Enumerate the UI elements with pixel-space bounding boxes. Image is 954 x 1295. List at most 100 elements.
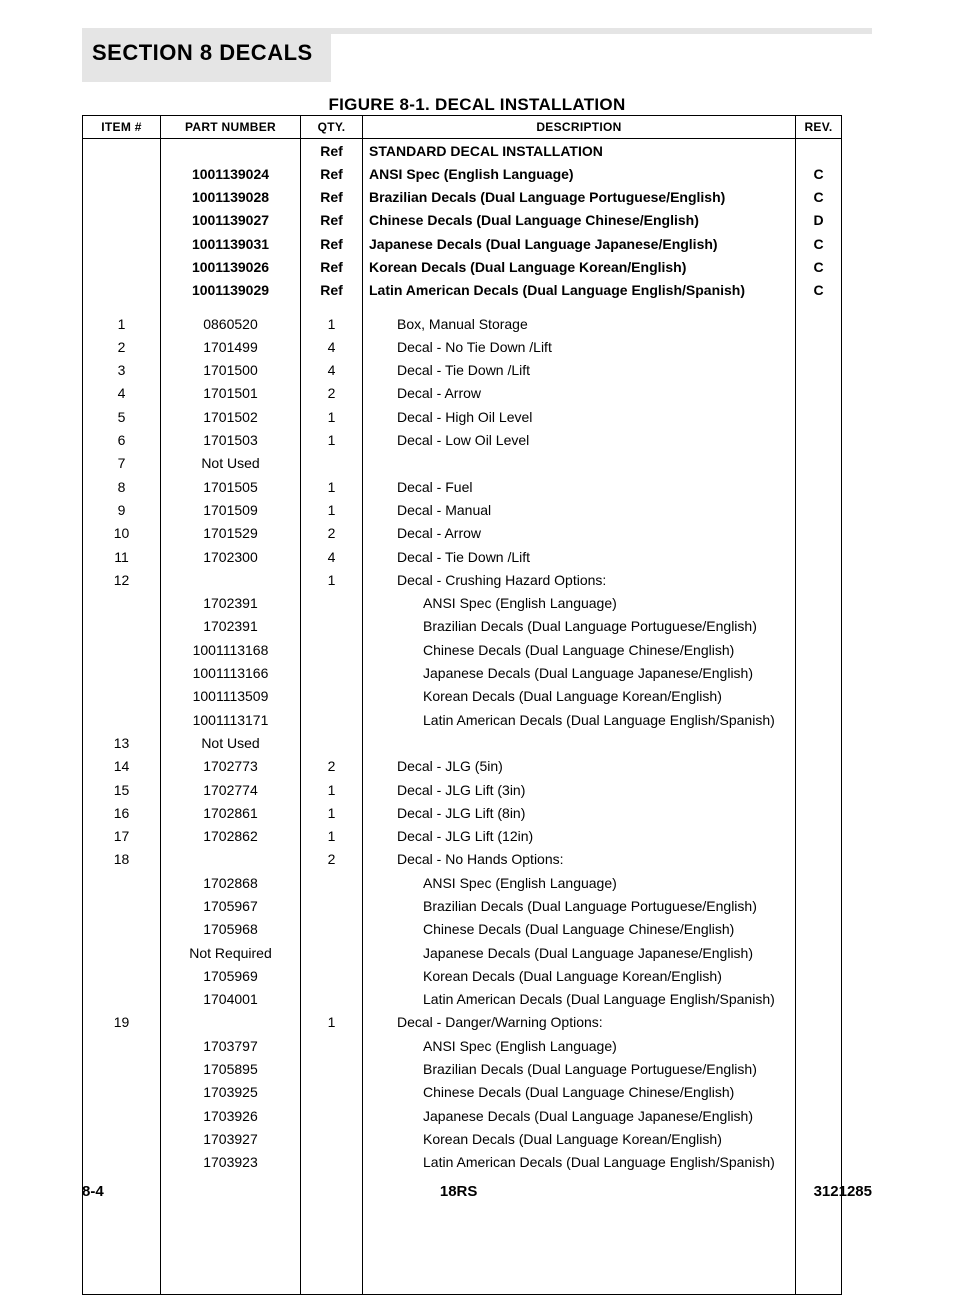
cell-rev <box>796 1127 842 1150</box>
cell-rev <box>796 941 842 964</box>
cell-desc <box>363 731 796 754</box>
cell-rev <box>796 1104 842 1127</box>
cell-rev <box>796 498 842 521</box>
table-row: 1001113168 Chinese Decals (Dual Language … <box>83 638 842 661</box>
cell-item: 18 <box>83 848 161 871</box>
section-header: SECTION 8 DECALS <box>82 28 872 82</box>
cell-part: 1704001 <box>161 988 301 1011</box>
cell-desc: Decal - Fuel <box>363 475 796 498</box>
cell-item <box>83 895 161 918</box>
table-row: 1517027741Decal - JLG Lift (3in) <box>83 778 842 801</box>
cell-desc: Decal - Arrow <box>363 382 796 405</box>
cell-qty: Ref <box>301 162 363 185</box>
cell-desc: ANSI Spec (English Language) <box>363 162 796 185</box>
cell-qty: Ref <box>301 232 363 255</box>
cell-part: 1703797 <box>161 1034 301 1057</box>
cell-desc <box>363 452 796 475</box>
table-row: 1702391Brazilian Decals (Dual Language P… <box>83 615 842 638</box>
cell-qty: Ref <box>301 139 363 163</box>
cell-qty <box>301 964 363 987</box>
cell-part: 1701529 <box>161 522 301 545</box>
cell-qty: Ref <box>301 186 363 209</box>
cell-part: 1001113171 <box>161 708 301 731</box>
cell-qty <box>301 615 363 638</box>
cell-part: 1701499 <box>161 335 301 358</box>
cell-part: 1001113168 <box>161 638 301 661</box>
cell-qty <box>301 895 363 918</box>
cell-rev <box>796 848 842 871</box>
table-row: 1001139028RefBrazilian Decals (Dual Lang… <box>83 186 842 209</box>
cell-desc: Latin American Decals (Dual Language Eng… <box>363 1151 796 1174</box>
cell-desc: Japanese Decals (Dual Language Japanese/… <box>363 941 796 964</box>
cell-desc: Decal - JLG Lift (12in) <box>363 825 796 848</box>
cell-qty <box>301 452 363 475</box>
cell-desc: Latin American Decals (Dual Language Eng… <box>363 279 796 302</box>
table-row: 1617028611Decal - JLG Lift (8in) <box>83 801 842 824</box>
cell-item <box>83 139 161 163</box>
cell-desc: Decal - Tie Down /Lift <box>363 359 796 382</box>
cell-desc: Decal - No Hands Options: <box>363 848 796 871</box>
cell-part: 1001113509 <box>161 685 301 708</box>
cell-part: 1702391 <box>161 615 301 638</box>
cell-qty <box>301 708 363 731</box>
cell-qty <box>301 685 363 708</box>
cell-desc: Decal - Arrow <box>363 522 796 545</box>
table-row: 1705968Chinese Decals (Dual Language Chi… <box>83 918 842 941</box>
cell-item <box>83 209 161 232</box>
cell-item: 15 <box>83 778 161 801</box>
col-header-part: PART NUMBER <box>161 116 301 139</box>
table-row: 1705895Brazilian Decals (Dual Language P… <box>83 1058 842 1081</box>
table-row: Not RequiredJapanese Decals (Dual Langua… <box>83 941 842 964</box>
table-row: 1717028621Decal - JLG Lift (12in) <box>83 825 842 848</box>
cell-desc: Chinese Decals (Dual Language Chinese/En… <box>363 638 796 661</box>
cell-part: 1001139027 <box>161 209 301 232</box>
section-title-box: SECTION 8 DECALS <box>82 28 331 82</box>
cell-part <box>161 568 301 591</box>
cell-rev <box>796 988 842 1011</box>
cell-item <box>83 662 161 685</box>
cell-part: 1702862 <box>161 825 301 848</box>
cell-desc: Korean Decals (Dual Language Korean/Engl… <box>363 1127 796 1150</box>
cell-part: 1001139029 <box>161 279 301 302</box>
cell-qty: 2 <box>301 382 363 405</box>
cell-part: 1702300 <box>161 545 301 568</box>
cell-desc: Decal - Low Oil Level <box>363 429 796 452</box>
cell-qty: 1 <box>301 778 363 801</box>
cell-desc: ANSI Spec (English Language) <box>363 1034 796 1057</box>
cell-item <box>83 186 161 209</box>
table-row: 1001139024RefANSI Spec (English Language… <box>83 162 842 185</box>
cell-rev <box>796 918 842 941</box>
cell-part: 1705969 <box>161 964 301 987</box>
cell-rev <box>796 895 842 918</box>
cell-rev <box>796 382 842 405</box>
cell-rev: C <box>796 255 842 278</box>
cell-qty <box>301 592 363 615</box>
cell-part: 1701502 <box>161 405 301 428</box>
cell-qty: Ref <box>301 279 363 302</box>
cell-part: 1705967 <box>161 895 301 918</box>
table-row: 1703927Korean Decals (Dual Language Kore… <box>83 1127 842 1150</box>
cell-rev <box>796 475 842 498</box>
cell-item: 13 <box>83 731 161 754</box>
cell-qty: 4 <box>301 359 363 382</box>
cell-item <box>83 232 161 255</box>
cell-item: 14 <box>83 755 161 778</box>
cell-item: 12 <box>83 568 161 591</box>
cell-part: 1001139031 <box>161 232 301 255</box>
cell-desc: Korean Decals (Dual Language Korean/Engl… <box>363 964 796 987</box>
table-row: 1702868ANSI Spec (English Language) <box>83 871 842 894</box>
col-header-rev: REV. <box>796 116 842 139</box>
table-row: 617015031Decal - Low Oil Level <box>83 429 842 452</box>
cell-rev <box>796 755 842 778</box>
cell-qty <box>301 988 363 1011</box>
cell-item <box>83 1081 161 1104</box>
cell-item: 8 <box>83 475 161 498</box>
cell-part: Not Used <box>161 731 301 754</box>
cell-desc: Decal - High Oil Level <box>363 405 796 428</box>
cell-rev: C <box>796 279 842 302</box>
cell-rev <box>796 429 842 452</box>
cell-qty: Ref <box>301 209 363 232</box>
cell-part: 1001113166 <box>161 662 301 685</box>
cell-item <box>83 871 161 894</box>
cell-item <box>83 279 161 302</box>
